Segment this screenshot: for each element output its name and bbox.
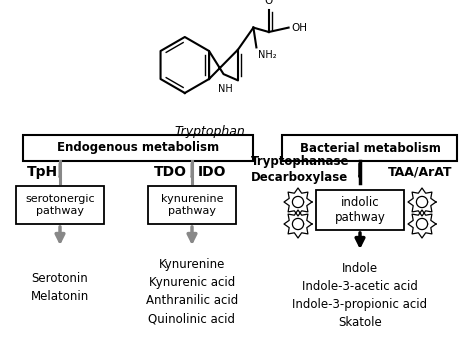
- FancyBboxPatch shape: [23, 135, 253, 161]
- Text: kynurenine
pathway: kynurenine pathway: [161, 194, 223, 216]
- FancyBboxPatch shape: [148, 186, 236, 224]
- Text: Serotonin
Melatonin: Serotonin Melatonin: [31, 272, 89, 303]
- Text: TDO: TDO: [154, 165, 186, 179]
- Text: Endogenous metabolism: Endogenous metabolism: [57, 142, 219, 155]
- Text: NH₂: NH₂: [258, 50, 277, 61]
- Text: TAA/ArAT: TAA/ArAT: [388, 166, 452, 179]
- Text: Bacterial metabolism: Bacterial metabolism: [300, 142, 440, 155]
- Text: Tryptophan: Tryptophan: [174, 125, 246, 138]
- Text: NH: NH: [218, 84, 233, 94]
- Text: OH: OH: [292, 23, 308, 33]
- Text: indolic
pathway: indolic pathway: [335, 196, 385, 224]
- Text: Kynurenine
Kynurenic acid
Anthranilic acid
Quinolinic acid: Kynurenine Kynurenic acid Anthranilic ac…: [146, 258, 238, 325]
- FancyBboxPatch shape: [283, 135, 457, 161]
- Text: serotonergic
pathway: serotonergic pathway: [25, 194, 95, 216]
- Text: O: O: [264, 0, 273, 6]
- Text: TpH: TpH: [27, 165, 57, 179]
- Text: IDO: IDO: [198, 165, 226, 179]
- Text: Indole
Indole-3-acetic acid
Indole-3-propionic acid
Skatole: Indole Indole-3-acetic acid Indole-3-pro…: [292, 262, 428, 329]
- Text: Tryptophanase
Decarboxylase: Tryptophanase Decarboxylase: [251, 156, 349, 184]
- FancyBboxPatch shape: [16, 186, 104, 224]
- FancyBboxPatch shape: [316, 190, 404, 230]
